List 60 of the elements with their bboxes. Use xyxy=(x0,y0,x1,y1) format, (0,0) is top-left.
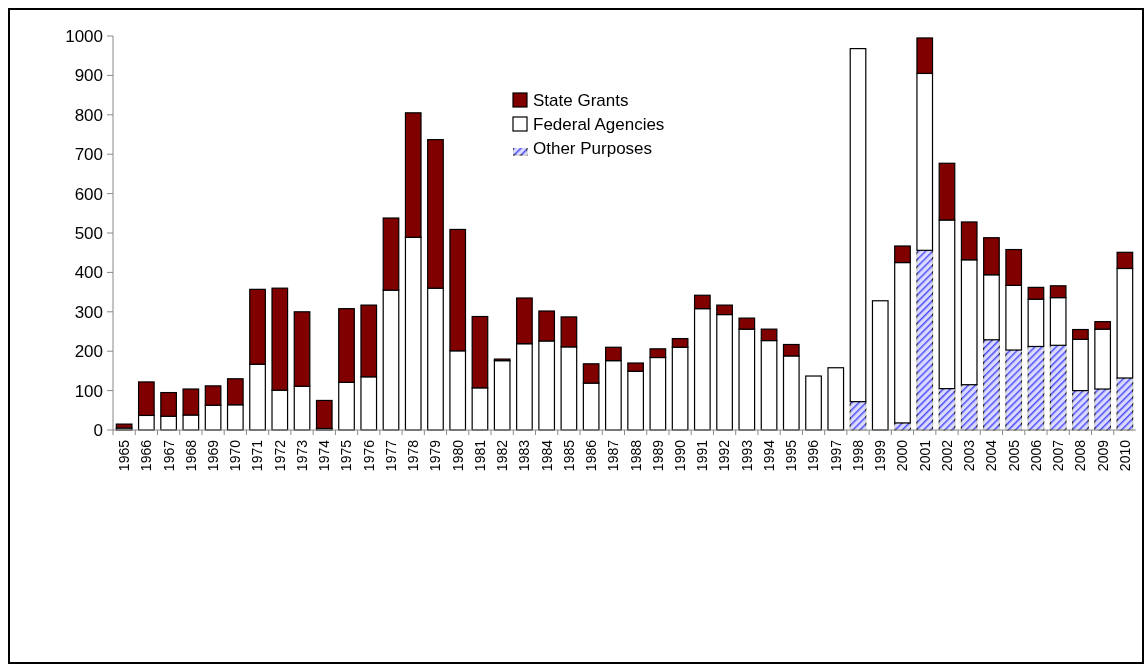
x-tick-label: 1971 xyxy=(249,439,266,472)
x-tick-label: 2006 xyxy=(1027,439,1044,472)
x-tick-label: 2009 xyxy=(1094,439,1111,472)
x-tick-label: 1976 xyxy=(360,439,377,472)
y-tick-label: 0 xyxy=(93,420,103,440)
x-tick-label: 1970 xyxy=(227,439,244,472)
x-tick-label: 1967 xyxy=(160,439,177,472)
y-tick-label: 1000 xyxy=(65,26,103,46)
x-tick-label: 1980 xyxy=(449,439,466,472)
x-tick-label: 1983 xyxy=(516,439,533,472)
x-tick-label: 1989 xyxy=(649,439,666,472)
x-tick-label: 1991 xyxy=(694,439,711,472)
x-tick-label: 1987 xyxy=(605,439,622,472)
x-tick-label: 1978 xyxy=(405,439,422,472)
y-tick-label: 200 xyxy=(74,342,103,362)
x-tick-label: 2008 xyxy=(1072,439,1089,472)
x-tick-label: 1984 xyxy=(538,439,555,472)
x-tick-label: 2003 xyxy=(961,439,978,472)
x-tick-label: 1998 xyxy=(849,439,866,472)
x-tick-label: 1973 xyxy=(293,439,310,472)
x-tick-label: 1968 xyxy=(182,439,199,472)
x-tick-label: 1985 xyxy=(560,439,577,472)
x-tick-label: 1982 xyxy=(494,439,511,472)
y-tick-label: 100 xyxy=(74,381,103,401)
y-tick-label: 400 xyxy=(74,263,103,283)
x-tick-label: 1979 xyxy=(427,439,444,472)
x-tick-label: 1997 xyxy=(827,439,844,472)
x-tick-label: 2010 xyxy=(1116,439,1133,472)
y-tick-label: 800 xyxy=(74,105,103,125)
x-tick-label: 2004 xyxy=(983,439,1000,472)
y-tick-label: 300 xyxy=(74,302,103,322)
x-tick-label: 1999 xyxy=(872,439,889,472)
x-tick-label: 2007 xyxy=(1050,439,1067,472)
x-tick-label: 2001 xyxy=(916,439,933,472)
x-tick-label: 1993 xyxy=(738,439,755,472)
x-tick-label: 1974 xyxy=(316,439,333,472)
x-tick-label: 2000 xyxy=(894,439,911,472)
x-tick-label: 2002 xyxy=(938,439,955,472)
legend-label: State Grants xyxy=(533,90,629,110)
x-tick-label: 1986 xyxy=(583,439,600,472)
x-tick-label: 1995 xyxy=(783,439,800,472)
x-tick-label: 2005 xyxy=(1005,439,1022,472)
x-tick-label: 1994 xyxy=(760,439,777,472)
x-tick-label: 1966 xyxy=(138,439,155,472)
x-tick-label: 1996 xyxy=(805,439,822,472)
x-tick-label: 1969 xyxy=(204,439,221,472)
legend-label: Federal Agencies xyxy=(533,114,665,134)
x-tick-label: 1981 xyxy=(471,439,488,472)
x-tick-label: 1988 xyxy=(627,439,644,472)
x-tick-label: 1977 xyxy=(382,439,399,472)
x-tick-label: 1975 xyxy=(338,439,355,472)
y-tick-label: 500 xyxy=(74,223,103,243)
y-tick-label: 700 xyxy=(74,145,103,165)
x-tick-label: 1965 xyxy=(116,439,133,472)
x-tick-label: 1992 xyxy=(716,439,733,472)
x-tick-label: 1990 xyxy=(672,439,688,472)
y-tick-label: 900 xyxy=(74,66,103,86)
x-tick-label: 1972 xyxy=(271,439,288,472)
y-tick-label: 600 xyxy=(74,184,103,204)
legend-label: Other Purposes xyxy=(533,138,653,158)
